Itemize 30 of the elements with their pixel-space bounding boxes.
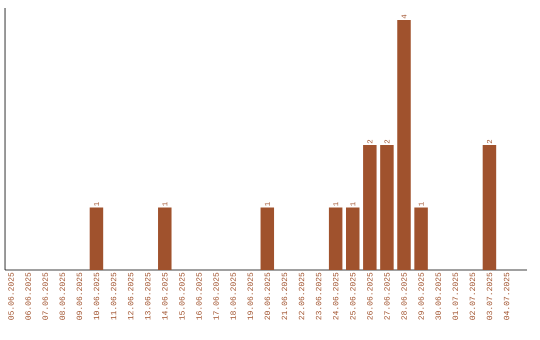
- x-tick-label: 05.06.2025: [8, 272, 14, 320]
- x-tick-label: 24.06.2025: [332, 272, 338, 320]
- x-tick-label: 21.06.2025: [282, 272, 288, 320]
- x-tick-label: 17.06.2025: [213, 272, 219, 320]
- x-tick-label: 01.07.2025: [452, 272, 458, 320]
- x-tick-label: 07.06.2025: [42, 272, 48, 320]
- x-tick-label: 12.06.2025: [128, 272, 134, 320]
- x-tick-label: 20.06.2025: [264, 272, 270, 320]
- x-tick-label: 29.06.2025: [418, 272, 424, 320]
- x-tick-label: 15.06.2025: [179, 272, 185, 320]
- x-tick-label: 06.06.2025: [25, 272, 31, 320]
- x-tick-label: 23.06.2025: [316, 272, 322, 320]
- x-tick-label: 26.06.2025: [367, 272, 373, 320]
- x-tick-label: 03.07.2025: [486, 272, 492, 320]
- x-tick-label: 04.07.2025: [504, 272, 510, 320]
- x-tick-label: 09.06.2025: [76, 272, 82, 320]
- x-tick-label: 27.06.2025: [384, 272, 390, 320]
- x-tick-label: 16.06.2025: [196, 272, 202, 320]
- x-tick-label: 22.06.2025: [298, 272, 304, 320]
- x-tick-label: 10.06.2025: [94, 272, 100, 320]
- x-tick-label: 14.06.2025: [162, 272, 168, 320]
- x-tick-label: 11.06.2025: [110, 272, 116, 320]
- x-tick-label: 13.06.2025: [144, 272, 150, 320]
- x-tick-label: 02.07.2025: [470, 272, 476, 320]
- x-tick-label: 18.06.2025: [230, 272, 236, 320]
- x-tick-label: 30.06.2025: [435, 272, 441, 320]
- x-tick-label: 25.06.2025: [350, 272, 356, 320]
- x-tick-label: 28.06.2025: [401, 272, 407, 320]
- x-tick-label: 19.06.2025: [248, 272, 253, 320]
- x-tick-label: 08.06.2025: [60, 272, 65, 320]
